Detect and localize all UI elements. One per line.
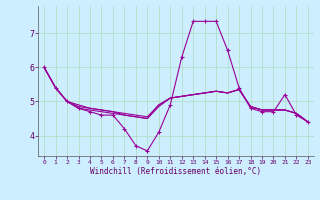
X-axis label: Windchill (Refroidissement éolien,°C): Windchill (Refroidissement éolien,°C) (91, 167, 261, 176)
